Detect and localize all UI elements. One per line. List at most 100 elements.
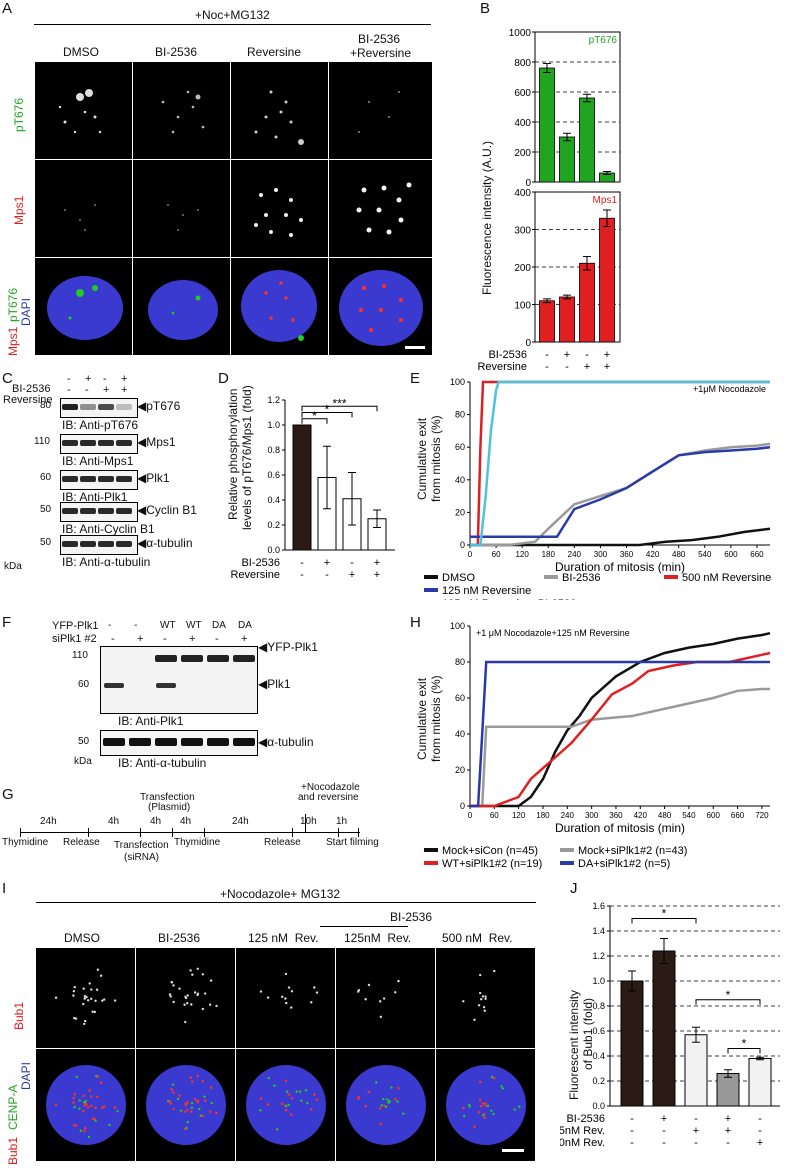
panel-a-divider (34, 24, 431, 25)
bub1-spot-merge-i (290, 1097, 294, 1100)
bub1-spot-merge-i (284, 1108, 288, 1112)
bar-b1-1 (559, 296, 575, 343)
cenpa-spot-i (374, 1081, 378, 1084)
bar-b0-0 (539, 67, 555, 183)
blot-c-header-mark: + (103, 384, 110, 396)
bub1-spot-i (290, 1006, 293, 1009)
condition-mark-j: + (725, 1113, 731, 1125)
bub1-spot-merge-i (100, 1106, 104, 1109)
cenpa-spot-i (402, 1112, 405, 1115)
condition-mark-d: + (324, 557, 330, 569)
blot-c-ib-label: IB: Anti-pT676 (62, 418, 139, 432)
sig-star-j-2: * (742, 1037, 747, 1051)
bub1-spot-merge-i (215, 1111, 218, 1115)
bub1-spot-i (364, 998, 367, 1001)
cenpa-spot-i (492, 1112, 495, 1116)
series-line-1 (470, 687, 770, 808)
bub1-spot-i (172, 984, 175, 987)
condition-mark-d: + (374, 557, 380, 569)
tick-label-x: 0 (468, 550, 473, 559)
panel-a-treatment: +Noc+MG132 (195, 8, 270, 22)
panel-a-row-mps1: Mps1 (12, 195, 26, 225)
bub1-spot-i (481, 995, 485, 998)
x-axis-label: Duration of mitosis (min) (555, 821, 685, 835)
bub1-spot-merge-i (382, 1104, 386, 1107)
bub1-spot-i (190, 1003, 193, 1006)
tick-label-x: 0 (468, 811, 473, 820)
bub1-spot-merge-i (393, 1097, 397, 1101)
bub1-spot-i (95, 988, 99, 991)
bub1-spot-i (90, 997, 93, 1001)
panel-b-chart: 0 200 400 600 800 1000 pT676 0 100 200 300 400 Mps1 B… (477, 28, 621, 373)
blot-c-ib-label: IB: Anti-α-tubulin (62, 555, 151, 569)
micrograph-i-bub1-3 (336, 948, 435, 1048)
bub1-spot-merge-i (102, 1105, 106, 1108)
series-title-b0: pT676 (589, 35, 618, 46)
tick-label-y: 80 (455, 657, 465, 667)
cenpa-spot-i (276, 1128, 279, 1131)
series-line-0 (470, 527, 771, 547)
cenpa-spot-i (82, 1101, 86, 1104)
bub1-spot-i (82, 987, 85, 990)
cenpa-spot-i (386, 1098, 389, 1101)
bub1-spot-merge-i (73, 1092, 77, 1096)
bar-j-4 (748, 1058, 772, 1107)
bub1-spot-merge-i (178, 1094, 181, 1097)
bub1-spot-i (82, 1002, 85, 1006)
blot-c-mw: 80 (40, 400, 52, 411)
tick-label-d: 0.6 (267, 470, 280, 480)
blot-c-header-mark: - (103, 373, 107, 385)
cenpa-spot-i (285, 1090, 289, 1093)
tick-label-x: 600 (724, 550, 738, 559)
cenpa-spot-i (388, 1100, 391, 1103)
cenpa-spot-i (518, 1105, 521, 1109)
bub1-spot-merge-i (280, 1102, 284, 1106)
timeline-duration: 4h (150, 816, 162, 827)
nucleus-i-3 (346, 1065, 426, 1145)
bub1-spot-i (201, 973, 204, 976)
bub1-spot-i (480, 998, 483, 1001)
tick-label-j: 1.0 (592, 976, 605, 986)
tick-label-x: 540 (682, 811, 696, 820)
cenpa-spot-i (176, 1097, 180, 1101)
condition-mark-j: - (630, 1137, 634, 1149)
bub1-spot-i (266, 996, 270, 999)
condition-mark-b: + (564, 349, 570, 361)
cenpa-spot-i (87, 1135, 91, 1139)
blot-f-si-mark: + (241, 633, 248, 645)
series-line-3 (470, 660, 770, 808)
bub1-spot-merge-i (379, 1122, 383, 1126)
bub1-spot-merge-i (364, 1104, 367, 1108)
timeline-duration: 4h (108, 816, 120, 827)
bub1-spot-i (313, 986, 316, 989)
tick-label-b1: 100 (514, 301, 531, 312)
panel-d-ylabel-2: levels of pT676/Mps1 (fold) (240, 385, 254, 530)
bub1-spot-merge-i (54, 1103, 58, 1106)
bub1-spot-i (170, 981, 173, 984)
tick-label-d: 1.0 (267, 420, 280, 430)
cenpa-spot-i (78, 1107, 81, 1110)
condition-mark-j: + (661, 1113, 667, 1125)
blot-c-mw: 50 (40, 537, 52, 548)
bub1-spot-merge-i (89, 1104, 93, 1108)
bub1-spot-i (183, 1003, 186, 1006)
blot-c-header-mark: + (85, 373, 92, 385)
bub1-spot-i (73, 985, 76, 989)
condition-mark-j: - (694, 1137, 698, 1149)
timeline-tick (172, 828, 173, 837)
bub1-spot-merge-i (313, 1093, 316, 1096)
bub1-spot-i (169, 995, 172, 998)
cenpa-spot-i (75, 1075, 79, 1079)
bar-b1-3 (599, 217, 615, 343)
cenpa-spot-i (171, 1083, 175, 1086)
blot-c-band-2 (80, 476, 96, 482)
bub1-spot-i (379, 1000, 382, 1003)
panel-letter-h: H (410, 614, 421, 631)
condition-mark-b: + (604, 361, 610, 373)
tick-label-x: 180 (542, 550, 556, 559)
bub1-spot-i (168, 993, 172, 996)
legend-label-0: Mock+siCon (n=45) (442, 845, 538, 857)
micrograph-i-bub1-4 (436, 948, 535, 1048)
bub1-spot-merge-i (484, 1102, 487, 1105)
tick-label-x: 60 (492, 550, 501, 559)
